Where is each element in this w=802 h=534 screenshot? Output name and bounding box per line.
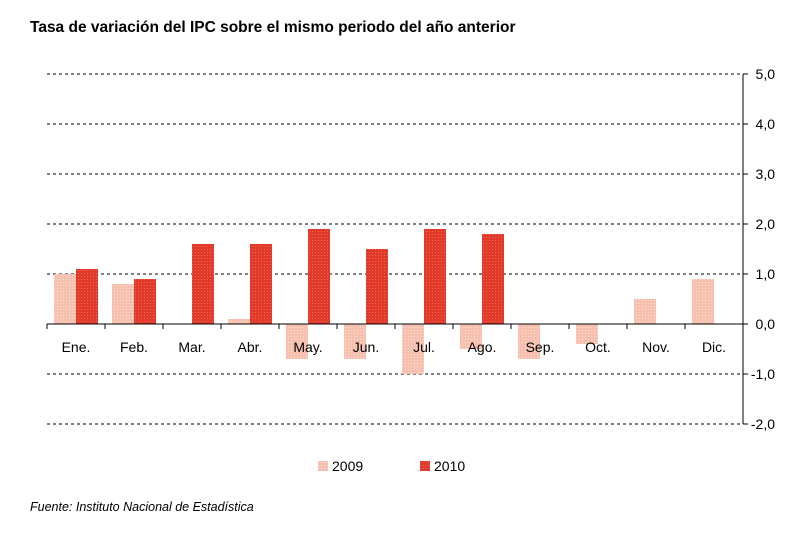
x-tick-label: Jun. — [353, 339, 379, 355]
y-tick-label: 5,0 — [756, 66, 776, 82]
x-tick-label: Mar. — [178, 339, 205, 355]
bar-2009-7 — [460, 324, 482, 349]
x-tick-label: Feb. — [120, 339, 148, 355]
x-tick-label: Ago. — [468, 339, 497, 355]
bar-2010-5 — [366, 249, 388, 324]
y-tick-label: -2,0 — [751, 416, 775, 432]
bar-2009-0 — [54, 274, 76, 324]
bar-2009-1 — [112, 284, 134, 324]
bar-2010-3 — [250, 244, 272, 324]
y-tick-label: 4,0 — [756, 116, 776, 132]
bar-2010-2 — [192, 244, 214, 324]
y-tick-label: 0,0 — [756, 316, 776, 332]
bar-2009-3 — [228, 319, 250, 324]
bar-2010-4 — [308, 229, 330, 324]
legend: 2009 2010 — [318, 458, 465, 474]
legend-label-2009: 2009 — [332, 458, 363, 474]
bar-2009-4 — [286, 324, 308, 359]
bar-2010-0 — [76, 269, 98, 324]
bar-2009-9 — [576, 324, 598, 344]
x-tick-label: Abr. — [238, 339, 263, 355]
bar-2010-6 — [424, 229, 446, 324]
bar-2009-11 — [692, 279, 714, 324]
legend-swatch-2010 — [420, 461, 430, 471]
axes: 5,0 4,0 3,0 2,0 1,0 0,0 -1,0 -2,0 Ene. Feb. Mar. Ab… — [46, 66, 776, 432]
x-tick-label: Nov. — [642, 339, 670, 355]
y-tick-label: -1,0 — [751, 366, 775, 382]
y-tick-label: 2,0 — [756, 216, 776, 232]
y-tick-label: 3,0 — [756, 166, 776, 182]
x-tick-label: Jul. — [413, 339, 435, 355]
x-tick-label: Sep. — [526, 339, 555, 355]
legend-label-2010: 2010 — [434, 458, 465, 474]
chart-title: Tasa de variación del IPC sobre el mismo… — [30, 19, 516, 36]
bar-2009-8 — [518, 324, 540, 359]
bar-2010-7 — [482, 234, 504, 324]
bars — [54, 229, 714, 374]
legend-swatch-2009 — [318, 461, 328, 471]
x-tick-label: May. — [293, 339, 322, 355]
bar-2009-10 — [634, 299, 656, 324]
y-tick-label: 1,0 — [756, 266, 776, 282]
source-note: Fuente: Instituto Nacional de Estadístic… — [30, 500, 254, 514]
bar-2009-5 — [344, 324, 366, 359]
grid-lines — [47, 73, 743, 425]
x-tick-label: Dic. — [702, 339, 726, 355]
bar-2010-1 — [134, 279, 156, 324]
x-tick-label: Ene. — [62, 339, 91, 355]
x-tick-label: Oct. — [585, 339, 611, 355]
bar-2009-6 — [402, 324, 424, 374]
